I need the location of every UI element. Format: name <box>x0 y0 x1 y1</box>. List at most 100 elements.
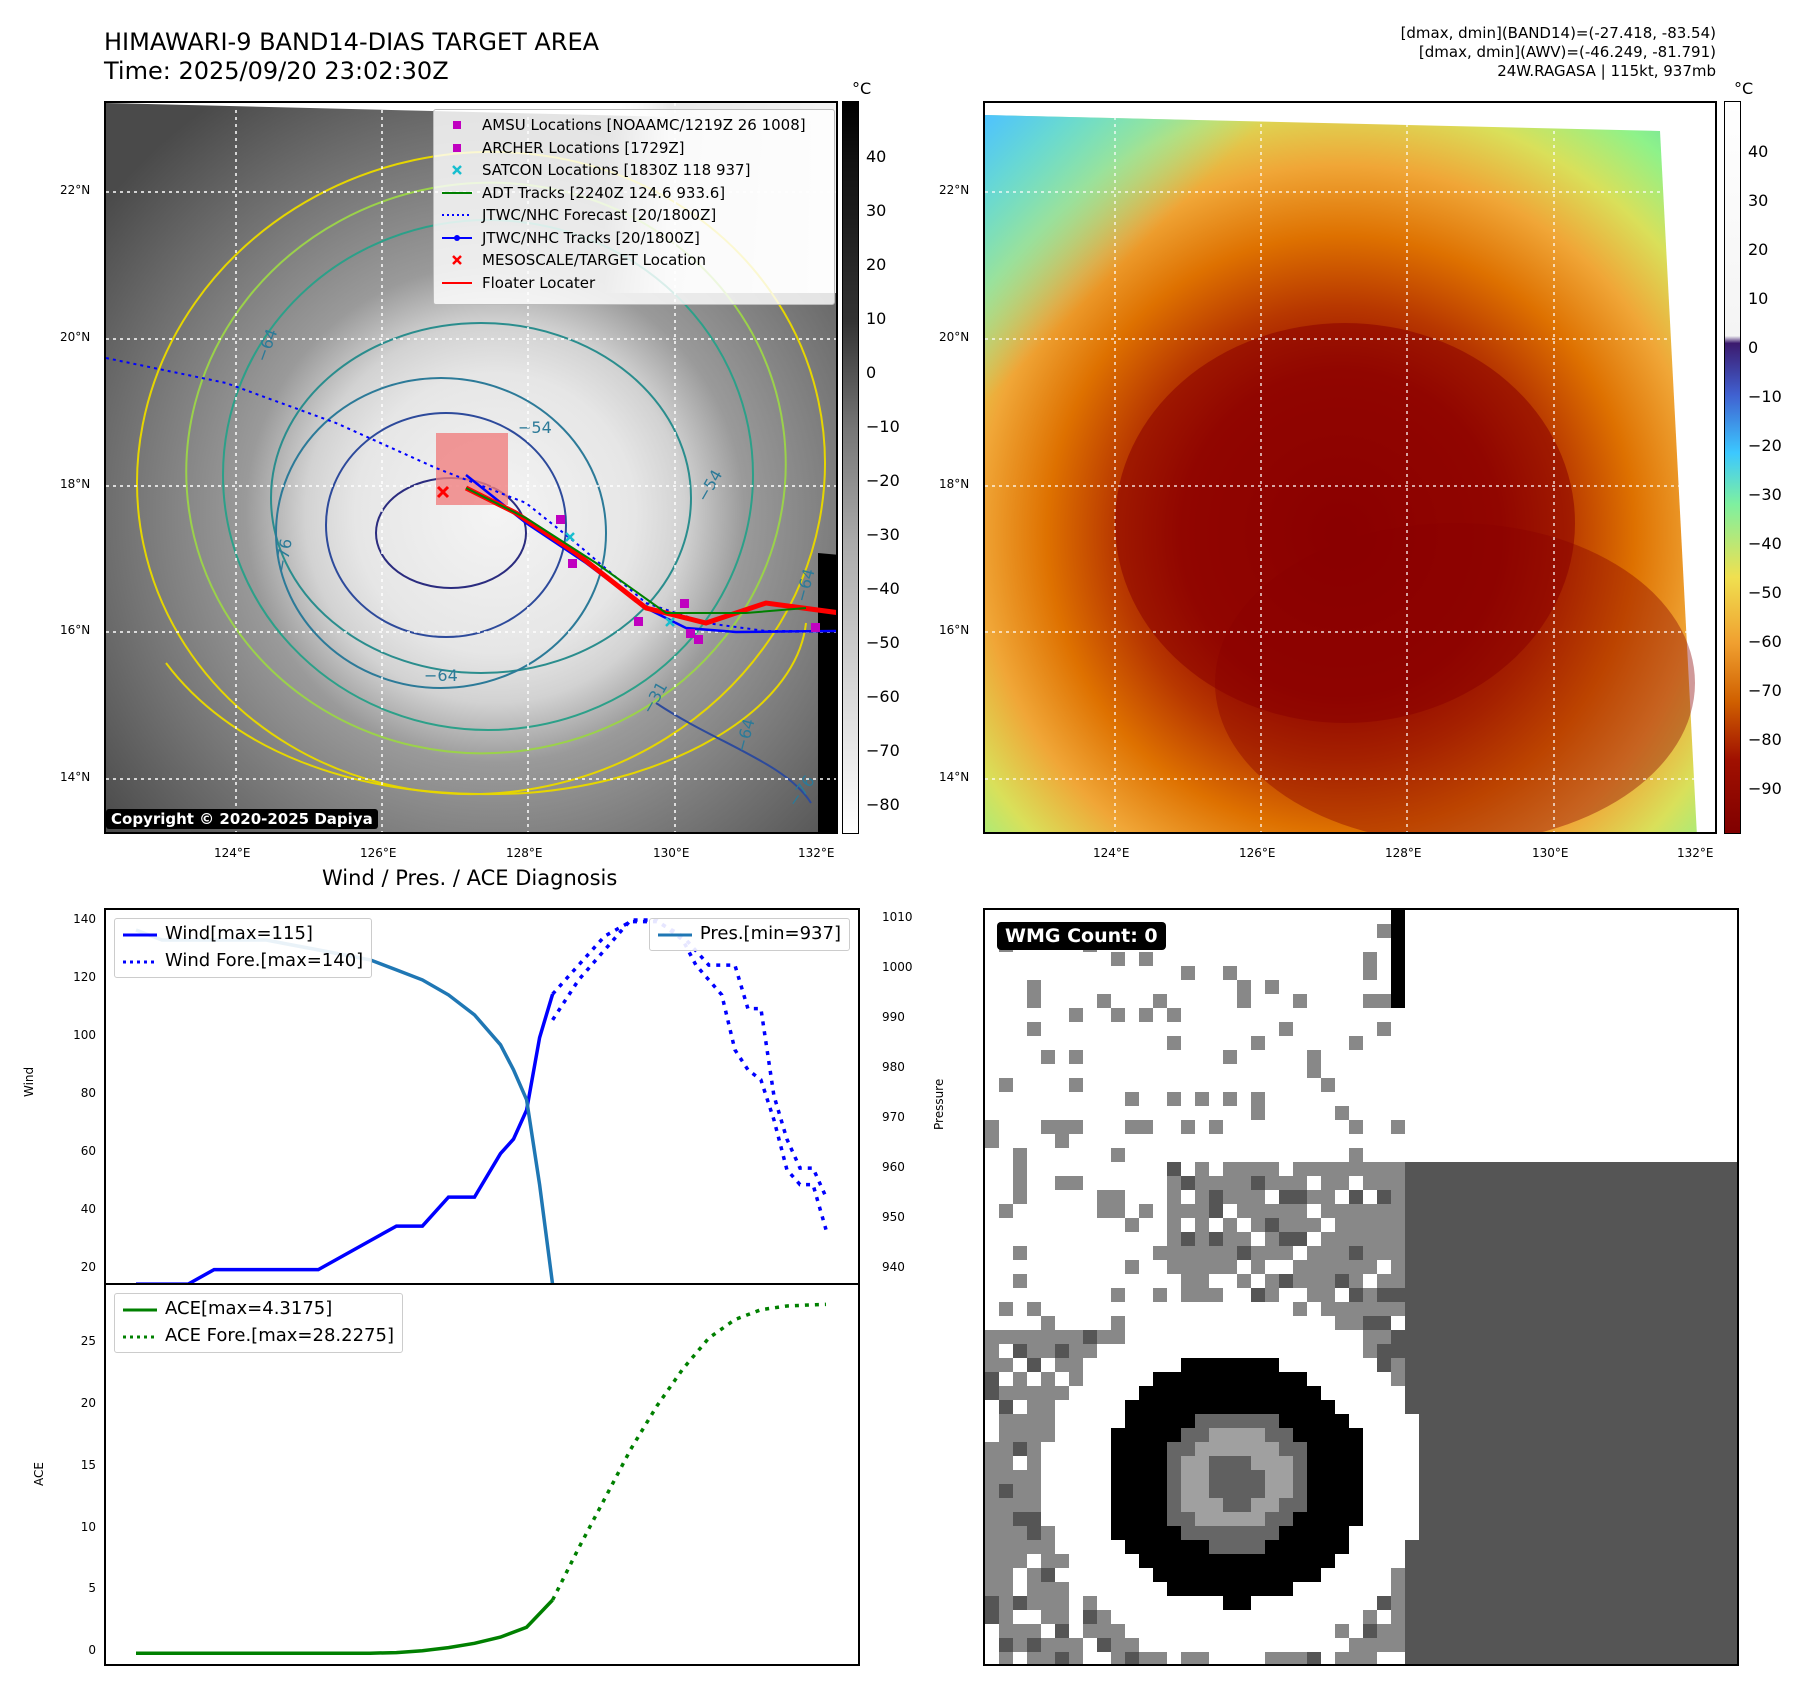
wmg-cell <box>1573 1162 1587 1176</box>
wmg-cell <box>1419 1386 1433 1400</box>
wmg-cell <box>1699 1330 1713 1344</box>
wmg-cell <box>1685 1638 1699 1652</box>
wmg-cell <box>1405 1582 1419 1596</box>
wmg-cell <box>1447 1260 1461 1274</box>
wmg-cell <box>1419 1274 1433 1288</box>
wmg-cell <box>1195 1218 1209 1232</box>
wmg-cell <box>1027 1456 1041 1470</box>
wmg-cell <box>1223 1246 1237 1260</box>
wmg-cell <box>1699 1190 1713 1204</box>
wmg-cell <box>1237 1372 1251 1386</box>
colorbar-tick: −70 <box>866 741 900 760</box>
wmg-cell <box>1377 1288 1391 1302</box>
wmg-cell <box>1181 1428 1195 1442</box>
wmg-cell <box>1419 1470 1433 1484</box>
wmg-cell <box>1685 1344 1699 1358</box>
wmg-cell <box>1391 1582 1405 1596</box>
wmg-cell <box>1671 1554 1685 1568</box>
wmg-cell <box>1587 1358 1601 1372</box>
wmg-cell <box>1111 1442 1125 1456</box>
wmg-cell <box>1657 1260 1671 1274</box>
wmg-cell <box>1489 1568 1503 1582</box>
wmg-cell <box>1251 1218 1265 1232</box>
wmg-cell <box>1335 1470 1349 1484</box>
wmg-cell <box>1153 1414 1167 1428</box>
wmg-cell <box>1559 1526 1573 1540</box>
wmg-cell <box>1503 1190 1517 1204</box>
wmg-cell <box>1405 1610 1419 1624</box>
wmg-cell <box>1209 1498 1223 1512</box>
wmg-cell <box>1727 1582 1737 1596</box>
wmg-cell <box>1265 1526 1279 1540</box>
wmg-cell <box>1601 1288 1615 1302</box>
wmg-cell <box>1545 1162 1559 1176</box>
wmg-cell <box>999 1330 1013 1344</box>
wmg-cell <box>1489 1372 1503 1386</box>
wmg-cell <box>1489 1288 1503 1302</box>
wmg-cell <box>1209 1568 1223 1582</box>
wmg-cell <box>1573 1638 1587 1652</box>
wmg-cell <box>1181 1526 1195 1540</box>
wmg-cell <box>1503 1162 1517 1176</box>
lat-label: 20°N <box>60 330 91 344</box>
wmg-cell <box>1223 1470 1237 1484</box>
wmg-cell <box>1587 1218 1601 1232</box>
wmg-cell <box>1265 1358 1279 1372</box>
wmg-cell <box>1419 1344 1433 1358</box>
wmg-cell <box>1279 1498 1293 1512</box>
wmg-cell <box>999 1624 1013 1638</box>
ace-legend: ACE[max=4.3175] ACE Fore.[max=28.2275] <box>114 1293 403 1353</box>
wmg-cell <box>1167 1498 1181 1512</box>
wmg-cell <box>1657 1470 1671 1484</box>
wmg-cell <box>1657 1288 1671 1302</box>
wmg-cell <box>1321 1302 1335 1316</box>
wmg-cell <box>1279 1652 1293 1664</box>
wmg-cell <box>1559 1624 1573 1638</box>
wmg-cell <box>1363 1316 1377 1330</box>
wmg-cell <box>1405 1568 1419 1582</box>
wmg-cell <box>1391 966 1405 980</box>
lat-label: 14°N <box>60 770 91 784</box>
wmg-cell <box>1433 1512 1447 1526</box>
wmg-cell <box>1727 1288 1737 1302</box>
wmg-cell <box>1671 1540 1685 1554</box>
wmg-cell <box>1601 1358 1615 1372</box>
colorbar-tick: −40 <box>866 579 900 598</box>
wmg-cell <box>1573 1344 1587 1358</box>
wmg-cell <box>1517 1372 1531 1386</box>
wmg-cell <box>1293 1498 1307 1512</box>
wmg-cell <box>1601 1316 1615 1330</box>
wmg-cell <box>1517 1260 1531 1274</box>
wmg-cell <box>1041 1050 1055 1064</box>
wmg-cell <box>1475 1484 1489 1498</box>
diagnosis-chart-title: Wind / Pres. / ACE Diagnosis <box>322 866 618 890</box>
wmg-cell <box>1685 1624 1699 1638</box>
wmg-cell <box>1685 1218 1699 1232</box>
wmg-cell <box>1349 1316 1363 1330</box>
wmg-cell <box>1475 1470 1489 1484</box>
wmg-cell <box>1643 1456 1657 1470</box>
wmg-cell <box>1475 1218 1489 1232</box>
awv-colorbar <box>1724 101 1741 834</box>
wmg-cell <box>1083 1624 1097 1638</box>
wmg-cell <box>1447 1456 1461 1470</box>
wmg-cell <box>1321 1204 1335 1218</box>
wmg-cell <box>1377 1022 1391 1036</box>
wmg-cell <box>1209 1554 1223 1568</box>
wmg-cell <box>1643 1400 1657 1414</box>
wmg-cell <box>1447 1498 1461 1512</box>
wmg-cell <box>1293 1526 1307 1540</box>
wmg-cell <box>1195 1400 1209 1414</box>
wmg-cell <box>1503 1596 1517 1610</box>
wmg-cell <box>1489 1428 1503 1442</box>
wmg-cell <box>1237 1540 1251 1554</box>
wmg-cell <box>1391 938 1405 952</box>
wmg-cell <box>1279 1218 1293 1232</box>
wmg-cell <box>1713 1498 1727 1512</box>
wmg-cell <box>1545 1260 1559 1274</box>
wmg-cell <box>1643 1652 1657 1664</box>
wmg-cell <box>1125 1638 1139 1652</box>
wmg-cell <box>1685 1470 1699 1484</box>
wmg-cell <box>1167 1036 1181 1050</box>
wmg-cell <box>1181 1582 1195 1596</box>
